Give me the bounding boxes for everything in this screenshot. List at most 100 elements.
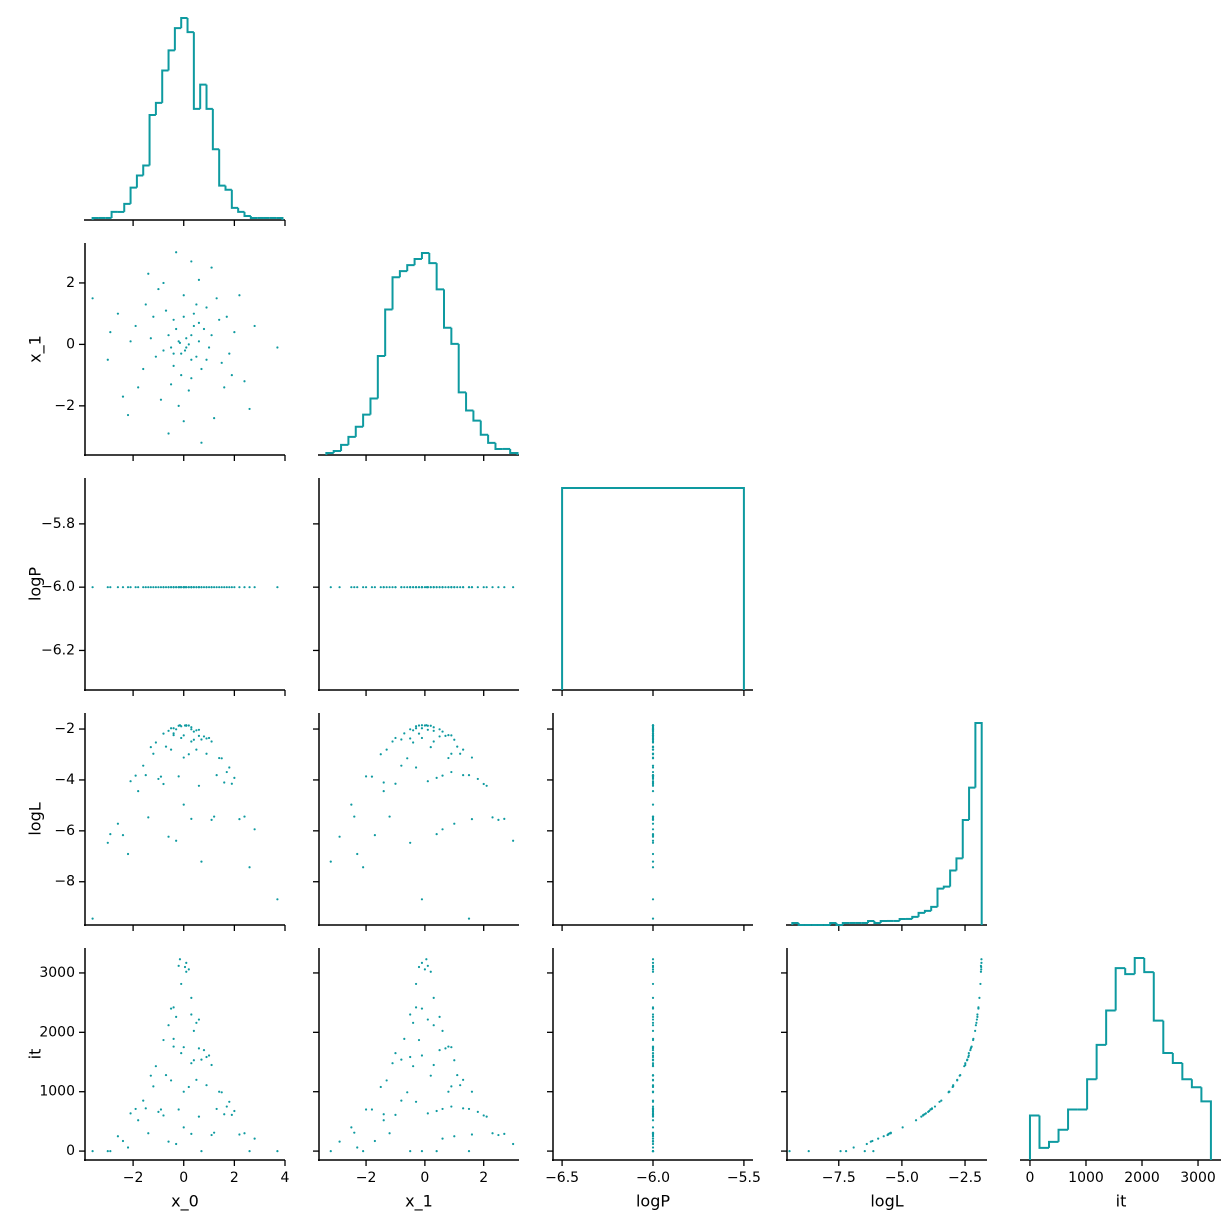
y-axis-label: logL [26,802,45,835]
scatter-point [157,586,160,589]
scatter-point [651,958,655,961]
scatter-point [178,586,182,589]
x-tick-label: 0 [420,1170,429,1186]
scatter-point [409,1149,412,1153]
scatter-point [205,752,208,755]
scatter-point [243,815,246,818]
scatter-point [651,1149,655,1153]
histogram-bin [961,818,970,859]
scatter-point [470,818,474,821]
scatter-point [429,724,432,727]
scatter-point [230,782,233,785]
y-tick-label: −6.2 [41,642,75,658]
scatter-point [200,1058,203,1061]
scatter-point [974,1024,977,1027]
scatter-point [162,1114,165,1117]
scatter-point [175,1142,178,1146]
scatter-point [651,746,655,749]
scatter-point [364,775,368,778]
scatter-point [172,734,175,737]
scatter-point [144,586,147,589]
scatter-point [651,781,655,784]
scatter-point [177,775,180,778]
scatter-point [248,407,251,411]
scatter-point [180,374,183,377]
histogram-bin [487,434,496,444]
scatter-point [409,586,412,589]
scatter-point [651,1055,655,1059]
scatter-point [470,1090,474,1093]
scatter-point [450,1085,453,1088]
scatter-point [154,1065,157,1068]
scatter-point [788,1149,791,1153]
scatter-point [152,752,155,755]
scatter-point [420,1149,424,1153]
scatter-point [886,1133,889,1137]
scatter-point [435,1149,438,1153]
scatter-point [218,1090,221,1093]
scatter-point [503,817,506,820]
scatter-point [253,324,256,328]
histogram-bin [1133,957,1145,975]
scatter-point [169,1079,173,1082]
scatter-point [175,839,178,842]
scatter-point [453,586,456,589]
histogram-bin [509,448,519,455]
scatter-point [276,1149,279,1153]
y-tick-label: −5.8 [41,516,75,532]
scatter-point [980,968,983,971]
scatter-point [106,841,109,844]
scatter-point [651,1006,655,1009]
scatter-point [213,586,216,589]
scatter-point [190,377,193,380]
scatter-point [116,312,120,315]
scatter-point [197,1018,201,1021]
scatter-point [187,586,190,589]
scatter-point [447,1045,450,1048]
scatter-point [164,309,168,312]
scatter-point [230,586,233,589]
scatter-point [185,346,188,349]
scatter-point [435,1109,438,1113]
scatter-point [400,764,403,767]
histogram-bin [211,108,220,151]
scatter-point [152,586,155,589]
scatter-point [218,586,221,589]
y-axis-label: it [26,1049,45,1060]
scatter-point [651,1133,655,1137]
scatter-point [400,738,403,741]
scatter-point [162,349,165,352]
scatter-point [497,586,500,589]
scatter-point [157,777,160,781]
scatter-point [651,741,655,744]
scatter-point [187,343,190,346]
histogram-bin [955,857,963,871]
scatter-point [485,586,488,589]
histogram-bin [841,921,850,925]
scatter-point [651,1021,655,1024]
scatter-point [485,784,488,787]
scatter-point [651,1131,655,1134]
scatter-point [178,958,182,961]
scatter-point [497,818,500,821]
scatter-point [414,982,418,986]
scatter-point [218,756,221,760]
scatter-point [200,441,203,444]
scatter-point [190,1013,193,1016]
scatter-point [195,1078,198,1081]
scatter-point [164,586,168,589]
scatter-point [839,1149,842,1153]
scatter-point [159,398,163,401]
scatter-point [142,367,145,371]
scatter-point [512,586,515,589]
scatter-point [215,586,218,589]
scatter-point [450,1046,453,1049]
scatter-point [172,732,175,735]
histogram-bin [369,397,378,415]
x-tick-label: −5.0 [885,1170,919,1186]
scatter-point [441,1029,444,1032]
scatter-point [248,1149,251,1153]
scatter-point [142,586,145,589]
scatter-point [462,1107,465,1110]
scatter-point [192,312,195,315]
